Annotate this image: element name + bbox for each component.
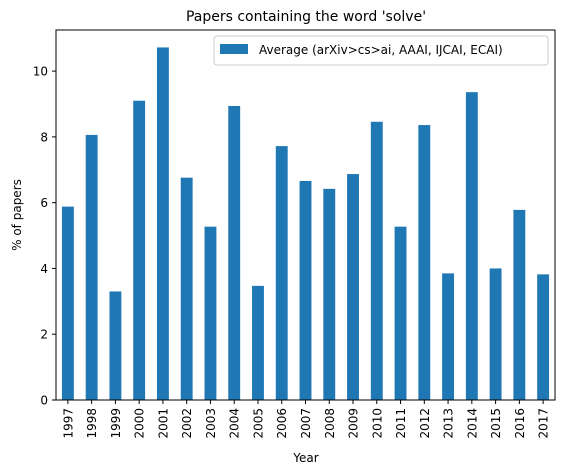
y-axis-ticks: 0 2 4 6 8 10 (33, 65, 56, 408)
bar-2001 (156, 47, 169, 400)
legend-swatch (220, 44, 248, 54)
bar-2008 (323, 188, 336, 400)
y-tick-label: 2 (40, 328, 48, 342)
bar-2004 (228, 105, 241, 401)
x-tick-label: 2010 (370, 408, 384, 439)
x-tick-label: 2012 (418, 408, 432, 439)
y-tick-label: 6 (40, 196, 48, 210)
bar-1998 (85, 134, 98, 400)
x-tick-label: 2004 (228, 408, 242, 439)
plot-border (55, 29, 556, 401)
x-tick-label: 2003 (204, 408, 218, 439)
bar-2005 (252, 285, 264, 400)
bar-2009 (347, 174, 359, 400)
x-tick-label: 2007 (299, 408, 313, 439)
legend: Average (arXiv>cs>ai, AAAI, IJCAI, ECAI) (213, 35, 549, 66)
x-tick-label: 2015 (489, 408, 503, 439)
bar-2010 (370, 121, 383, 400)
bar-2014 (465, 92, 478, 400)
x-tick-label: 2000 (133, 408, 147, 439)
x-axis-label: Year (292, 451, 318, 465)
x-axis-ticks: 1997 1998 1999 2000 2001 2002 2003 2004 2005 2006… (61, 400, 551, 439)
y-tick-label: 10 (33, 65, 48, 79)
bar-2013 (442, 273, 455, 400)
x-tick-label: 2011 (394, 408, 408, 439)
bars-group (61, 47, 550, 401)
x-tick-label: 1998 (85, 408, 99, 439)
bar-2015 (489, 268, 502, 400)
x-tick-label: 2008 (323, 408, 337, 439)
bar-2003 (204, 226, 217, 400)
bar-2007 (299, 180, 312, 400)
legend-box (213, 35, 549, 66)
bar-1997 (61, 206, 74, 400)
y-tick-label: 4 (40, 262, 48, 276)
x-tick-label: 2009 (347, 408, 361, 439)
x-tick-label: 2005 (251, 408, 265, 439)
bar-2017 (537, 274, 550, 400)
x-tick-label: 2013 (442, 408, 456, 439)
bar-2011 (394, 226, 407, 400)
chart-title: Papers containing the word 'solve' (186, 9, 426, 25)
bar-2006 (275, 146, 288, 400)
x-tick-label: 2017 (537, 408, 551, 439)
bar-2012 (418, 125, 431, 400)
y-tick-label: 8 (40, 130, 48, 144)
y-axis-label: % of papers (10, 179, 24, 251)
x-tick-label: 2014 (465, 408, 479, 439)
x-tick-label: 2016 (513, 408, 527, 439)
x-tick-label: 1999 (109, 408, 123, 439)
x-tick-label: 2001 (156, 408, 170, 439)
bar-2000 (133, 100, 146, 400)
bar-2002 (180, 177, 193, 400)
legend-label: Average (arXiv>cs>ai, AAAI, IJCAI, ECAI) (259, 43, 503, 57)
plot-frame (55, 29, 556, 401)
x-tick-label: 1997 (61, 408, 75, 439)
x-tick-label: 2006 (275, 408, 289, 439)
bar-2016 (513, 209, 526, 400)
x-tick-label: 2002 (180, 408, 194, 439)
y-tick-label: 0 (40, 394, 48, 408)
bar-1999 (109, 291, 122, 400)
